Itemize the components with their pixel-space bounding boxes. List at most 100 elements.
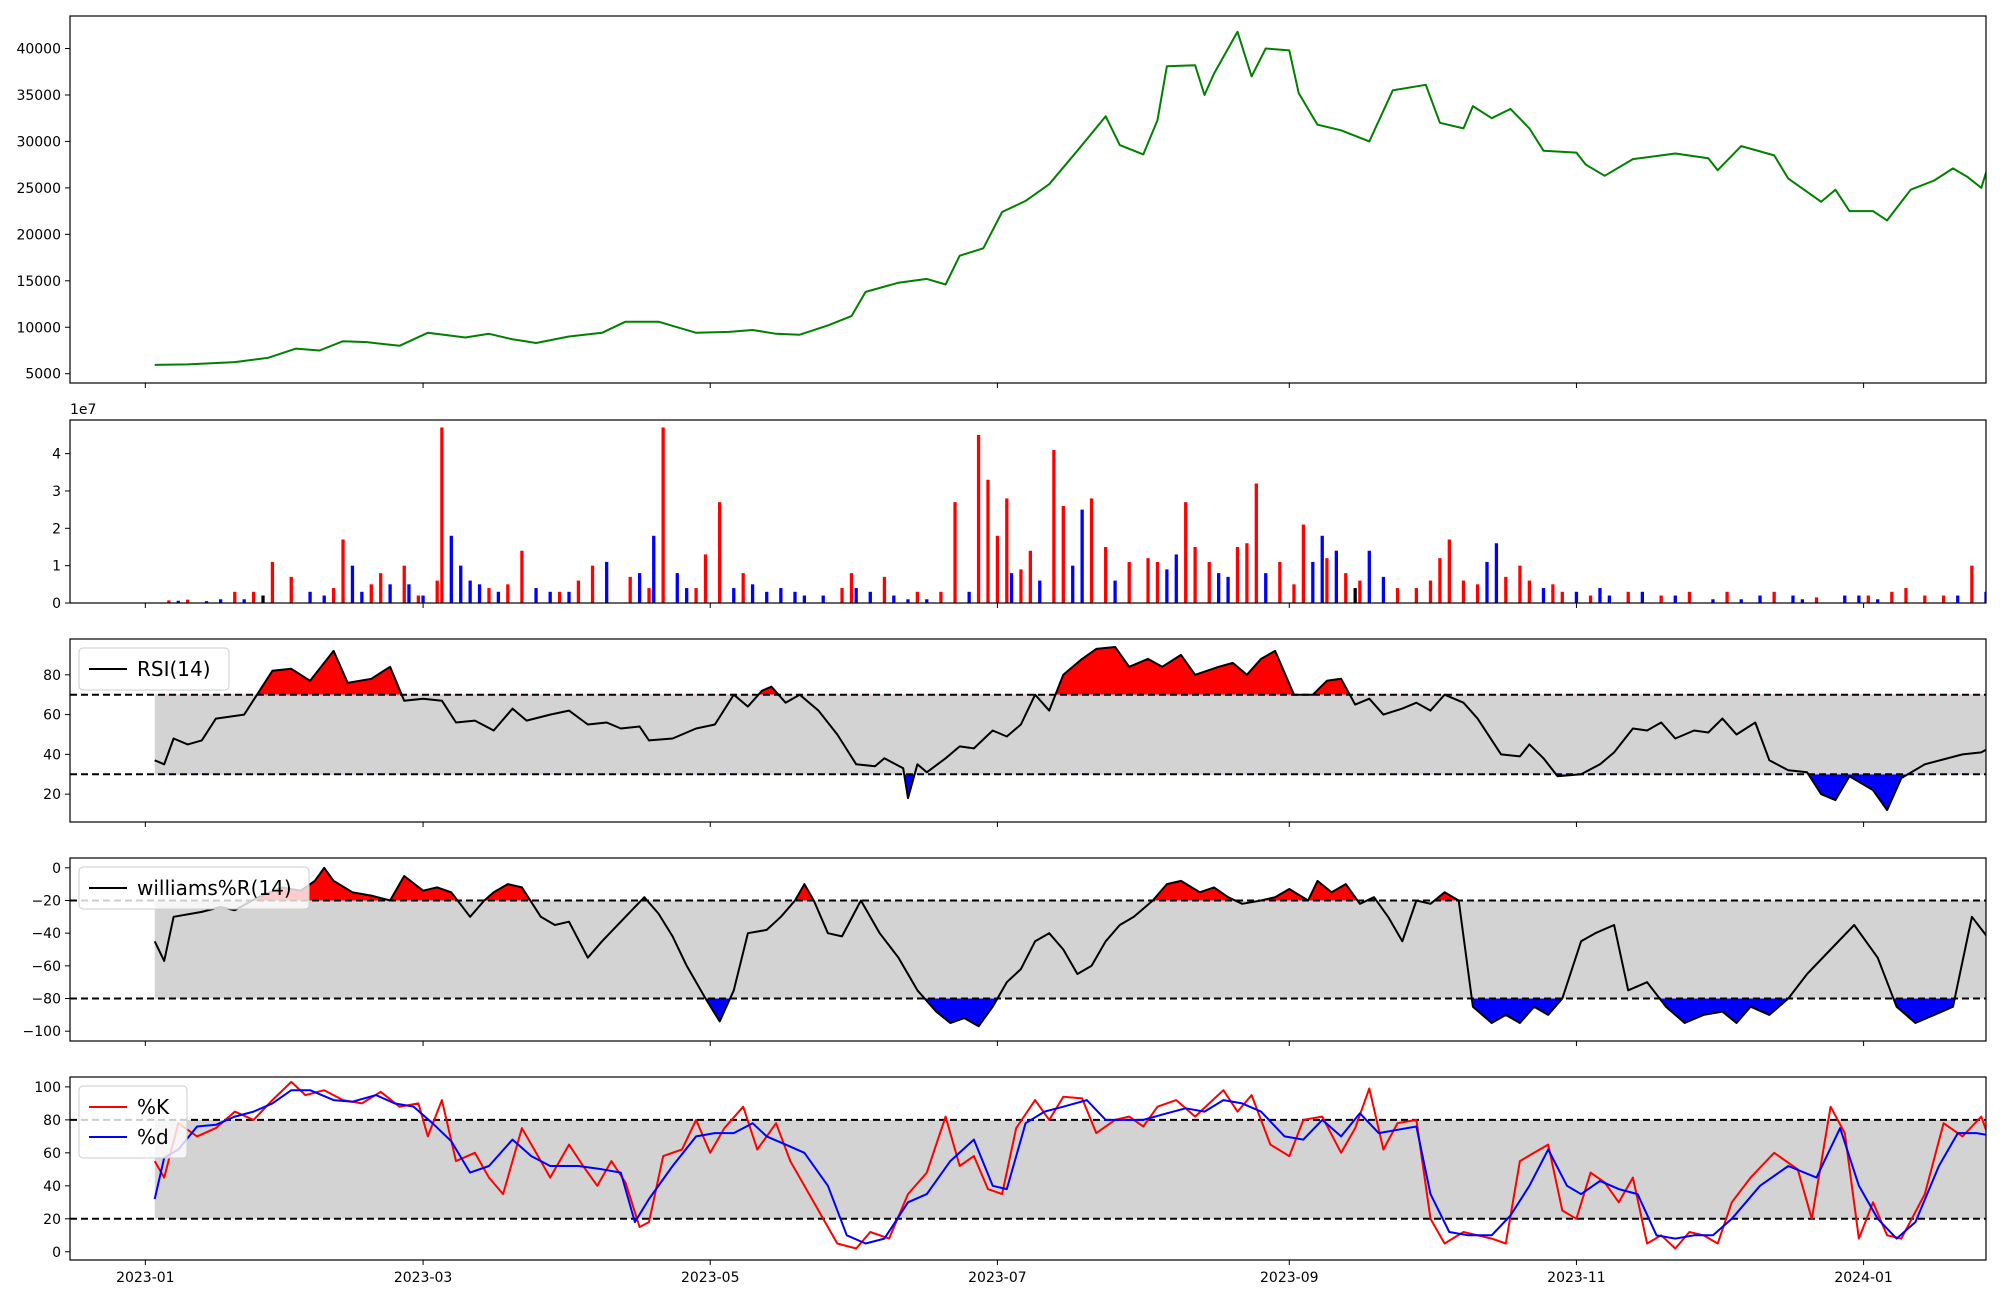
volume-bar [1984,591,1986,603]
rsi-axes-frame [69,638,1987,823]
rsi-legend: RSI(14) [78,647,230,691]
volume-bar [548,591,552,603]
stochastic-plot-area [70,1080,1986,1250]
close-price-axes-frame [69,15,1987,384]
stochastic-axes-frame [69,1076,1987,1261]
x-tick-label: 2024-01 [1834,1270,1893,1286]
close-price-panel: 5000 10000 15000 20000 25000 30000 35000 40000 [16,15,1987,388]
volume-bar [341,539,345,603]
volume-bar [1207,561,1211,603]
y-tick-label: −20 [31,893,61,909]
legend-label: %K [137,1095,170,1119]
volume-bar [1598,588,1602,603]
stochastic-panel: 0 20 40 60 80 100 %K %d [34,1076,1987,1265]
x-tick-label: 2023-11 [1547,1270,1606,1286]
volume-bar [1857,595,1861,603]
volume-bar [1193,546,1197,603]
volume-bar [1325,558,1329,603]
volume-bar [1320,535,1324,603]
volume-bar [1758,595,1762,603]
volume-bar [1640,591,1644,603]
volume-bar [1184,502,1188,603]
volume-bar [416,595,421,603]
volume-bar [1876,599,1880,603]
neutral-band [154,1119,1986,1219]
volume-bar [840,588,844,603]
volume-bar [289,576,293,603]
volume-bar [685,588,689,603]
volume-bar [1005,498,1009,603]
volume-bar [1254,483,1258,603]
volume-bar [1588,595,1593,603]
volume-bar [793,591,797,603]
volume-bar [1923,595,1927,603]
volume-bar [1438,558,1442,603]
volume-bar [1344,573,1348,603]
volume-bar [557,591,562,603]
overbought-fill [154,867,1986,901]
volume-bar [1146,558,1150,603]
volume-bar [487,588,491,603]
volume-bar [868,591,872,603]
y-tick-label: 15000 [16,274,61,290]
volume-bar [1104,546,1108,603]
volume-bar [1574,591,1579,603]
williams-r-series-line-1 [153,866,1986,1028]
y-tick-label: 1 [52,559,61,575]
stochastic-legend: %K %d [78,1085,188,1159]
volume-bar [1381,576,1386,603]
volume-bar [421,595,425,603]
volume-bar [925,599,929,603]
volume-bar [1358,580,1362,603]
volume-bar [1428,580,1433,603]
volume-bar [1334,550,1338,603]
volume-bar [590,565,595,603]
y-tick-label: 20 [43,1212,61,1228]
volume-bar [1994,584,1997,603]
y-tick-label: 0 [52,1245,61,1261]
volume-bar [360,591,364,603]
volume-bar [1009,573,1014,603]
oversold-fill [154,998,1986,1027]
volume-bar [576,580,581,603]
volume-bar [218,599,223,603]
volume-bar [1038,580,1042,603]
volume-bar [1245,543,1249,603]
x-tick-label: 2023-05 [681,1270,740,1286]
volume-bar [459,565,463,603]
volume-bar [242,599,246,603]
volume-bar [270,561,275,603]
volume-bar [1739,599,1743,603]
volume-bar [694,588,698,603]
volume-bar [765,591,769,603]
volume-bar [1113,580,1117,603]
volume-bar [1395,588,1400,603]
volume-bar [1019,569,1023,603]
volume-bar [1527,580,1532,603]
y-tick-label: 40 [43,1179,61,1195]
volume-bar [779,588,783,603]
volume-bar [1052,449,1056,603]
volume-bar [186,599,190,603]
williams-r-plot-area [70,866,1986,1028]
volume-bar [1659,595,1663,603]
legend-label: williams%R(14) [137,876,292,900]
volume-bar [1353,588,1357,603]
volume-bar [1551,584,1555,603]
volume-bar [1541,588,1546,603]
volume-bar [506,584,510,603]
volume-bar [1814,597,1819,603]
volume-bar [1485,561,1489,603]
volume-bar [477,584,482,603]
volume-bar [1687,591,1692,603]
volume-bar [661,427,665,603]
volume-bar [906,599,910,603]
volume-bar [605,561,609,603]
legend-label: %d [137,1125,169,1149]
volume-bar [882,576,887,603]
volume-bar [1089,498,1094,603]
volume-bar [703,554,708,603]
volume-bar [449,535,453,603]
x-tick-label: 2023-07 [968,1270,1027,1286]
